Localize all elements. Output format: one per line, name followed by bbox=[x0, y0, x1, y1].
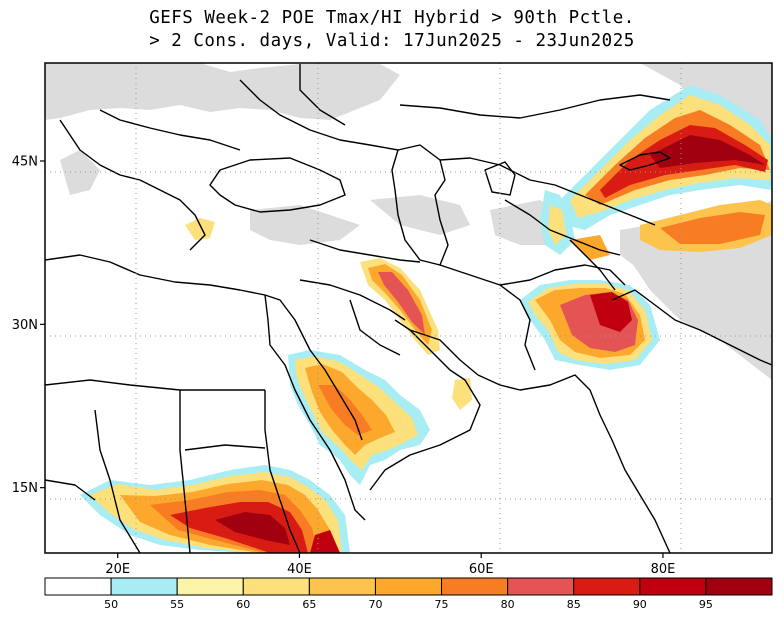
colorbar-label: 80 bbox=[501, 598, 515, 611]
colorbar-label: 95 bbox=[699, 598, 713, 611]
y-tick-label: 30N bbox=[12, 318, 38, 333]
colorbar-label: 75 bbox=[435, 598, 449, 611]
colorbar-bin bbox=[242, 577, 310, 596]
colorbar-label: 65 bbox=[302, 598, 316, 611]
colorbar-label: 60 bbox=[236, 598, 250, 611]
colorbar-label: 55 bbox=[170, 598, 184, 611]
map-title-line2: > 2 Cons. days, Valid: 17Jun2025 - 23Jun… bbox=[149, 31, 635, 51]
map-plot-area bbox=[45, 63, 772, 553]
country-borders bbox=[45, 64, 772, 553]
probability-shading bbox=[80, 85, 772, 553]
y-tick-label: 45N bbox=[12, 155, 38, 170]
colorbar-bin bbox=[705, 577, 773, 596]
map-gridlines bbox=[45, 63, 772, 553]
colorbar-label: 85 bbox=[567, 598, 581, 611]
colorbar-label: 90 bbox=[633, 598, 647, 611]
colorbar-bin bbox=[110, 577, 178, 596]
colorbar-bin bbox=[374, 577, 443, 596]
colorbar-label: 70 bbox=[368, 598, 382, 611]
x-axis-ticks: 20E 40E 60E 80E bbox=[105, 553, 675, 577]
colorbar-label: 50 bbox=[104, 598, 118, 611]
colorbar-bin bbox=[441, 577, 509, 596]
x-tick-label: 20E bbox=[105, 562, 130, 577]
colorbar-bin bbox=[573, 577, 641, 596]
x-tick-label: 60E bbox=[469, 562, 494, 577]
y-axis-ticks: 45N 30N 15N bbox=[12, 155, 45, 496]
map-frame bbox=[44, 62, 773, 554]
y-tick-label: 15N bbox=[12, 481, 38, 496]
x-tick-label: 80E bbox=[651, 562, 676, 577]
colorbar-bin bbox=[176, 577, 244, 596]
colorbar-bin bbox=[639, 577, 707, 596]
map-title-line1: GEFS Week-2 POE Tmax/HI Hybrid > 90th Pc… bbox=[149, 8, 635, 28]
x-tick-label: 40E bbox=[287, 562, 312, 577]
colorbar-bin bbox=[44, 577, 112, 596]
colorbar-bin bbox=[507, 577, 575, 596]
colorbar-bin bbox=[308, 577, 376, 596]
colorbar: 50 55 60 65 70 75 80 85 90 95 bbox=[44, 577, 773, 611]
